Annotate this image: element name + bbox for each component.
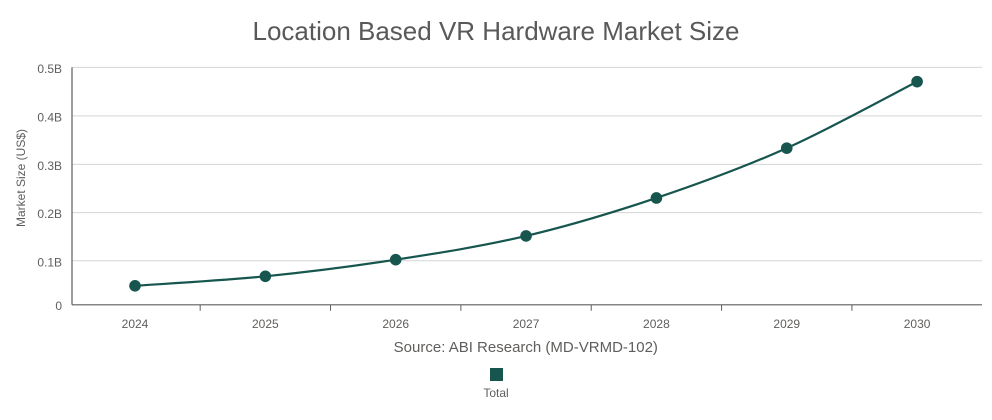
svg-text:0.5B: 0.5B	[37, 62, 62, 76]
svg-text:0.1B: 0.1B	[37, 255, 62, 269]
svg-text:2025: 2025	[252, 317, 279, 331]
svg-text:0.4B: 0.4B	[37, 111, 62, 125]
svg-text:0.2B: 0.2B	[37, 207, 62, 221]
svg-text:2027: 2027	[513, 317, 540, 331]
svg-text:0.3B: 0.3B	[37, 159, 62, 173]
svg-text:2028: 2028	[643, 317, 670, 331]
svg-text:Market Size (US$): Market Size (US$)	[14, 129, 28, 227]
svg-text:2029: 2029	[773, 317, 800, 331]
svg-text:2024: 2024	[122, 317, 149, 331]
svg-text:0: 0	[55, 299, 62, 313]
svg-text:2026: 2026	[382, 317, 409, 331]
svg-text:2030: 2030	[904, 317, 931, 331]
